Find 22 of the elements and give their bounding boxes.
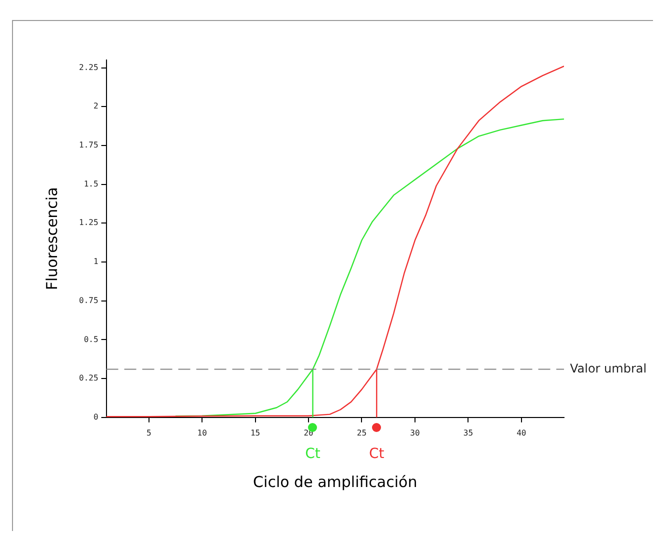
y-tick-label: 2.25 [79, 62, 98, 72]
y-tick-label: 1.75 [79, 140, 98, 150]
y-tick-label: 2 [93, 102, 98, 111]
x-tick-label: 40 [516, 428, 526, 438]
x-tick-label: 10 [197, 428, 208, 438]
y-tick-label: 0 [93, 412, 98, 422]
annotation: Ct [305, 446, 321, 462]
y-tick-label: 1.5 [84, 179, 98, 188]
y-tick-label: 0.75 [79, 296, 98, 305]
x-tick-label: 5 [146, 428, 152, 438]
y-tick-label: 1 [93, 257, 98, 266]
y-tick-label: 1.25 [79, 218, 98, 228]
x-axis-title: Ciclo de amplificación [253, 472, 418, 491]
ref-line-label: Valor umbral [570, 361, 647, 376]
y-tick-label: 0.25 [79, 374, 98, 383]
x-tick-label: 15 [250, 428, 260, 438]
y-axis-title: Fluorescencia [42, 187, 61, 290]
y-tick-label: 0.5 [84, 334, 98, 344]
x-tick-label: 30 [410, 428, 420, 438]
x-tick-label: 35 [463, 428, 474, 438]
x-tick-label: 25 [356, 428, 367, 438]
annotation: Ct [369, 446, 385, 462]
